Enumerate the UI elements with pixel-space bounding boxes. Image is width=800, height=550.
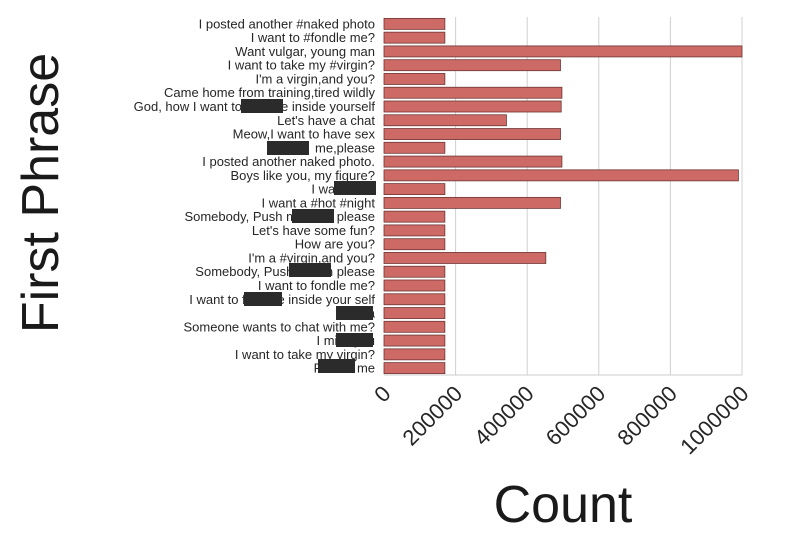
y-tick-label: I want to feel the inside your self — [189, 292, 375, 307]
redaction-block — [318, 359, 355, 373]
redaction-block — [244, 292, 282, 306]
bar — [383, 59, 561, 72]
bar — [383, 252, 547, 264]
y-tick-label: Meow,I want to have sex — [233, 127, 376, 142]
y-tick-label: I want to take my #virgin? — [228, 58, 375, 73]
redactions — [241, 99, 376, 373]
redaction-block — [334, 181, 376, 195]
bars — [383, 17, 743, 375]
bar — [383, 196, 561, 209]
y-tick-label: I posted another #naked photo — [199, 16, 375, 31]
bar — [383, 210, 446, 223]
x-tick-label: 400000 — [469, 381, 539, 451]
grid-lines — [455, 17, 743, 375]
bar — [383, 128, 561, 140]
bar — [383, 45, 743, 58]
bar — [383, 100, 562, 113]
bar — [383, 17, 446, 30]
bar — [383, 169, 739, 182]
y-tick-label: I'm a virgin,and you? — [255, 71, 375, 86]
x-tick-label: 600000 — [541, 381, 611, 451]
redaction-block — [241, 99, 283, 113]
y-tick-label: I posted another naked photo. — [202, 154, 375, 169]
y-tick-label: Someone wants to chat with me? — [184, 319, 376, 334]
x-axis-title: Count — [494, 476, 633, 534]
bar — [383, 362, 446, 375]
bar — [383, 279, 446, 292]
y-tick-label: I want to fondle me? — [258, 278, 375, 293]
redaction-block — [292, 209, 334, 223]
y-tick-label: How are you? — [295, 237, 375, 252]
bar — [383, 73, 446, 85]
y-tick-label: I'm a #virgin,and you? — [248, 250, 375, 265]
y-tick-label: Let's have a chat — [277, 113, 375, 128]
y-tick-label: Let's have some fun? — [252, 223, 375, 238]
bar — [383, 307, 446, 319]
redaction-block — [267, 141, 309, 155]
bar — [383, 224, 446, 237]
x-tick-label: 200000 — [398, 381, 468, 451]
bar — [383, 348, 446, 361]
y-tick-label: Came home from training,tired wildly — [164, 85, 375, 100]
y-tick-label: I want to take my virgin? — [235, 347, 375, 362]
bar — [383, 320, 446, 333]
bar — [383, 31, 446, 44]
bar — [383, 141, 446, 154]
y-tick-label: Want vulgar, young man — [235, 44, 375, 59]
y-tick-label: Somebody, Push me on a please — [184, 209, 375, 224]
y-tick-label: me,please — [315, 140, 375, 155]
y-tick-label: Somebody, Push me on please — [195, 264, 375, 279]
redaction-block — [289, 263, 331, 277]
bar — [383, 155, 563, 168]
bar — [383, 238, 446, 251]
x-tick-label: 0 — [369, 381, 395, 407]
x-tick-label: 1000000 — [675, 381, 753, 459]
bar — [383, 183, 446, 196]
bar — [383, 265, 446, 278]
y-tick-label: I want to #fondle me? — [251, 30, 375, 45]
y-tick-label: I want a #hot #night — [262, 195, 376, 210]
redaction-block — [336, 306, 373, 320]
x-tick-label: 800000 — [612, 381, 682, 451]
bar — [383, 86, 563, 99]
y-tick-label: Boys like you, my figure? — [230, 168, 375, 183]
y-axis-title: First Phrase — [12, 53, 70, 333]
bar — [383, 114, 507, 127]
bar — [383, 334, 446, 347]
bar — [383, 293, 446, 306]
redaction-block — [336, 333, 373, 347]
